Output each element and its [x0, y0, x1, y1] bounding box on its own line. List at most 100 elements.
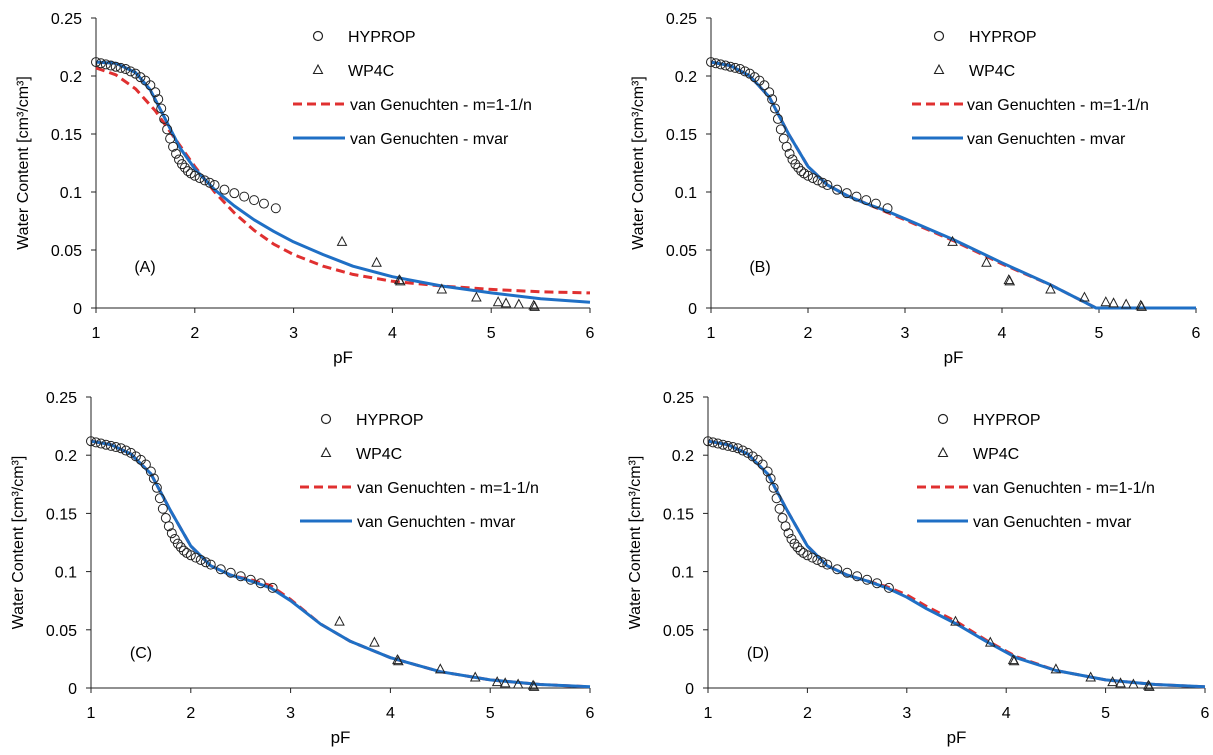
hyprop-point	[110, 442, 121, 453]
wp4c-point	[1120, 298, 1132, 309]
hyprop-point	[215, 564, 226, 575]
x-tick-label: 2	[804, 325, 813, 342]
hyprop-point	[722, 440, 733, 451]
wp4c-point	[1050, 663, 1062, 674]
y-axis-title: Water Content [cm³/cm³]	[10, 456, 27, 630]
y-tick-label: 0	[688, 301, 697, 318]
wp4c-point	[1004, 275, 1016, 286]
y-tick-label: 0.2	[672, 448, 694, 465]
hyprop-point	[199, 175, 210, 186]
hyprop-point	[178, 545, 189, 556]
hyprop-point	[125, 66, 136, 77]
hyprop-point	[190, 552, 201, 563]
wp4c-point	[981, 256, 992, 267]
wp4c-point	[471, 291, 482, 302]
hyprop-point	[774, 503, 785, 514]
hyprop-point	[171, 148, 182, 159]
hyprop-point	[790, 159, 801, 170]
wp4c-point	[1136, 300, 1148, 311]
x-tick-label: 6	[1192, 325, 1201, 342]
y-tick-label: 0.1	[675, 185, 697, 202]
wp4c-point	[436, 283, 448, 294]
legend-circle-marker	[937, 413, 949, 425]
chart-panel-d: 0 0.05 0.1 0.15 0.2 0.25 1 2 3 4 5 6 pF Water Content…	[627, 390, 1210, 747]
hyprop-point	[154, 493, 165, 504]
hyprop-point	[267, 582, 278, 593]
hyprop-point	[219, 184, 230, 195]
x-tick-label: 5	[1101, 705, 1110, 722]
wp4c-point	[369, 636, 380, 647]
wp4c-point	[984, 636, 996, 647]
wp4c-point	[528, 680, 540, 691]
x-tick-label: 2	[186, 705, 195, 722]
hyprop-point	[739, 66, 750, 77]
hyprop-point	[768, 482, 779, 493]
hyprop-point	[725, 61, 736, 72]
wp4c-point	[1107, 676, 1118, 687]
hyprop-point	[780, 521, 791, 532]
y-tick-label: 0.25	[51, 11, 82, 28]
hyprop-point	[176, 159, 187, 170]
hyprop-point	[156, 103, 167, 114]
hyprop-point	[182, 166, 193, 177]
hyprop-point	[720, 60, 731, 71]
vg-m-fixed-curve	[90, 439, 591, 689]
y-tick-label: 0.2	[60, 69, 82, 86]
legend-label: WP4C	[348, 63, 394, 80]
wp4c-point	[1100, 296, 1112, 307]
hyprop-point	[90, 437, 101, 448]
y-tick-label: 0.15	[666, 127, 697, 144]
wp4c-point	[513, 298, 525, 309]
hyprop-point	[757, 459, 768, 470]
hyprop-point	[732, 443, 743, 454]
y-tick-label: 0.25	[46, 390, 77, 407]
y-tick-label: 0.2	[675, 69, 697, 86]
hyprop-point	[130, 451, 141, 462]
vg-mvar-curve	[707, 439, 1206, 689]
hyprop-point	[772, 113, 783, 124]
x-tick-label: 1	[707, 325, 716, 342]
hyprop-point	[861, 195, 872, 206]
hyprop-point	[235, 571, 246, 582]
hyprop-point	[807, 552, 818, 563]
hyprop-point	[706, 57, 716, 68]
hyprop-point	[179, 162, 190, 173]
y-tick-label: 0.1	[55, 565, 77, 582]
wp4c-point	[336, 235, 348, 246]
y-tick-label: 0.05	[663, 623, 694, 640]
x-tick-label: 1	[92, 325, 101, 342]
legend-circle-marker	[320, 413, 332, 425]
wp4c-point	[500, 297, 512, 308]
hyprop-point	[150, 87, 161, 98]
x-tick-label: 4	[386, 705, 395, 722]
chart-panel-b: 0 0.05 0.1 0.15 0.2 0.25 1 2 3 4 5 6 pF Water Content…	[630, 11, 1201, 367]
hyprop-point	[125, 447, 136, 458]
legend: HYPROP WP4C van Genuchten - m=1-1/n van Gen…	[912, 29, 1149, 148]
hyprop-point	[100, 439, 111, 450]
hyprop-point	[95, 438, 106, 449]
legend-triangle-marker	[320, 446, 332, 458]
hyprop-point	[229, 188, 240, 199]
hyprop-point	[737, 445, 748, 456]
hyprop-point	[717, 439, 728, 450]
panel-label: (C)	[130, 645, 152, 662]
wp4c-point	[469, 671, 481, 682]
wp4c-point	[1079, 291, 1090, 302]
hyprop-point	[270, 203, 281, 214]
legend-label: van Genuchten - mvar	[973, 514, 1132, 531]
hyprop-point	[95, 58, 106, 69]
hyprop-point	[792, 542, 803, 553]
y-tick-label: 0	[68, 681, 77, 698]
y-tick-label: 0.1	[672, 565, 694, 582]
hyprop-point	[712, 438, 723, 449]
hyprop-point	[822, 559, 833, 570]
wp4c-point	[434, 663, 446, 674]
hyprop-point	[841, 188, 852, 199]
hyprop-point	[205, 559, 216, 570]
hyprop-point	[762, 466, 773, 477]
hyprop-point	[163, 521, 174, 532]
wp4c-point	[1115, 677, 1126, 688]
x-tick-label: 4	[1002, 705, 1011, 722]
hyprop-point	[120, 64, 131, 75]
x-tick-label: 3	[289, 325, 298, 342]
